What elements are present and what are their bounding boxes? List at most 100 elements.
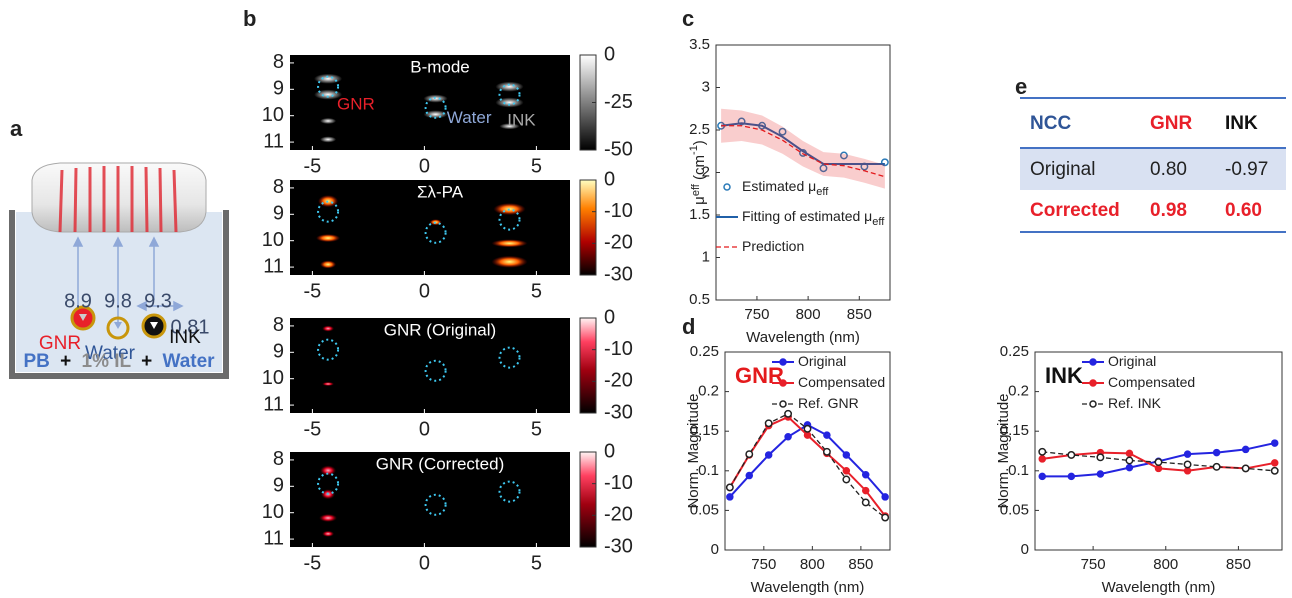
cell: -0.97: [1225, 159, 1268, 180]
data-point: [861, 471, 870, 479]
image-content: [314, 73, 524, 143]
legend-name: Compensated: [1108, 374, 1195, 390]
data-point: [1212, 462, 1221, 471]
distance: 8.9: [64, 290, 92, 312]
distance: 9.3: [144, 290, 172, 312]
water-inclusion: [106, 316, 130, 340]
legend-name: Estimated μ: [742, 178, 816, 194]
medium-part: PB: [23, 351, 49, 372]
data-point: [823, 431, 831, 439]
medium-part: 1% IL: [82, 351, 132, 372]
legend-label: Fitting of estimated μeff: [742, 208, 885, 228]
data-point: [819, 164, 828, 173]
legend-name: Original: [1108, 353, 1156, 369]
image-title: GNR (Original): [384, 320, 496, 339]
data-point: [1067, 472, 1076, 481]
data-point: [1183, 450, 1192, 458]
y-tick-label: 0.25: [1000, 343, 1029, 360]
y-tick-label: 8: [273, 314, 284, 336]
uncertainty-band: [721, 108, 885, 189]
echo: [322, 325, 335, 332]
panel-label: a: [10, 116, 23, 141]
y-tick-label: 2: [702, 163, 710, 180]
x-axis-label: Wavelength (nm): [746, 329, 860, 346]
cell: 0.60: [1225, 200, 1262, 221]
x-tick-label: 0: [419, 280, 430, 302]
echo: [320, 465, 337, 476]
y-tick-label: 3.5: [689, 36, 710, 53]
x-tick-label: 5: [531, 280, 542, 302]
colorbar-tick-label: -30: [604, 263, 633, 285]
legend-name: Ref. GNR: [798, 395, 859, 411]
legend-label: Original: [798, 353, 846, 369]
data-point: [764, 451, 773, 459]
data-point: [1125, 463, 1134, 472]
cell: 0.80: [1150, 159, 1187, 180]
colorbar-tick-label: -25: [604, 91, 633, 113]
y-tick-label: 3: [702, 78, 710, 95]
y-tick-label: 0: [711, 541, 719, 558]
x-tick-label: -5: [304, 418, 322, 440]
roi-circle: [424, 359, 447, 382]
data-point: [1154, 464, 1163, 473]
image-content: [317, 325, 521, 386]
x-tick-label: 850: [1226, 556, 1251, 573]
y-tick-label: 0.15: [1000, 422, 1029, 439]
medium-part: Water: [162, 351, 215, 372]
colorbar: [579, 179, 597, 276]
data-point: [1096, 470, 1105, 478]
x-tick-label: 750: [751, 556, 776, 573]
data-point: [803, 431, 812, 439]
data-point: [1270, 466, 1279, 475]
legend-label: Prediction: [742, 238, 804, 254]
x-tick-label: 800: [796, 306, 821, 323]
x-tick-label: 0: [419, 418, 430, 440]
colorbar-tick-label: -10: [604, 472, 633, 494]
x-tick-label: -5: [304, 280, 322, 302]
panel-label: d: [682, 314, 695, 339]
data-point: [861, 486, 870, 495]
data-point: [1212, 448, 1221, 457]
distance-arrows: [72, 236, 184, 322]
legend-name: Ref. INK: [1108, 395, 1162, 411]
panel-label: e: [1015, 74, 1027, 99]
y-tick-label: 0.05: [690, 501, 719, 518]
data-point: [822, 447, 831, 456]
image-content: [317, 465, 521, 537]
arrow-tip: [150, 322, 158, 329]
legend-subscript: eff: [816, 186, 829, 198]
legend-label: Compensated: [798, 374, 885, 390]
y-tick-label: 10: [262, 501, 284, 523]
data-point: [881, 493, 889, 501]
distance: 9.8: [104, 290, 132, 312]
legend-marker: [779, 358, 787, 366]
data-point: [839, 151, 848, 160]
roi-circle: [498, 208, 521, 231]
x-tick-label: 750: [1081, 556, 1106, 573]
tank-wall: [9, 210, 229, 379]
data-point: [1241, 464, 1250, 473]
y-tick-label: 0.1: [698, 462, 719, 479]
row-band: [1020, 149, 1286, 190]
colorbar-tick-label: -50: [604, 138, 633, 160]
x-tick-label: 800: [1153, 556, 1178, 573]
data-point: [784, 409, 793, 418]
data-point: [861, 498, 870, 507]
legend-label: Compensated: [1108, 374, 1195, 390]
data-point: [725, 483, 734, 492]
y-tick-label: 0.05: [1000, 501, 1029, 518]
data-point: [1125, 449, 1134, 458]
legend-marker: [723, 183, 731, 191]
y-axis-label: Norm. Magnitude: [995, 393, 1012, 508]
data-point: [1183, 460, 1192, 469]
panel-label: c: [682, 6, 694, 31]
echo: [314, 89, 343, 100]
echo: [320, 136, 337, 143]
image-title: Σλ-PA: [417, 182, 464, 201]
cell: Corrected: [1030, 200, 1120, 221]
header-cell: NCC: [1030, 113, 1071, 134]
colorbar-tick-label: -20: [604, 232, 633, 254]
data-point: [745, 471, 754, 480]
y-tick-label: 8: [273, 448, 284, 470]
medium-part: +: [141, 351, 152, 372]
